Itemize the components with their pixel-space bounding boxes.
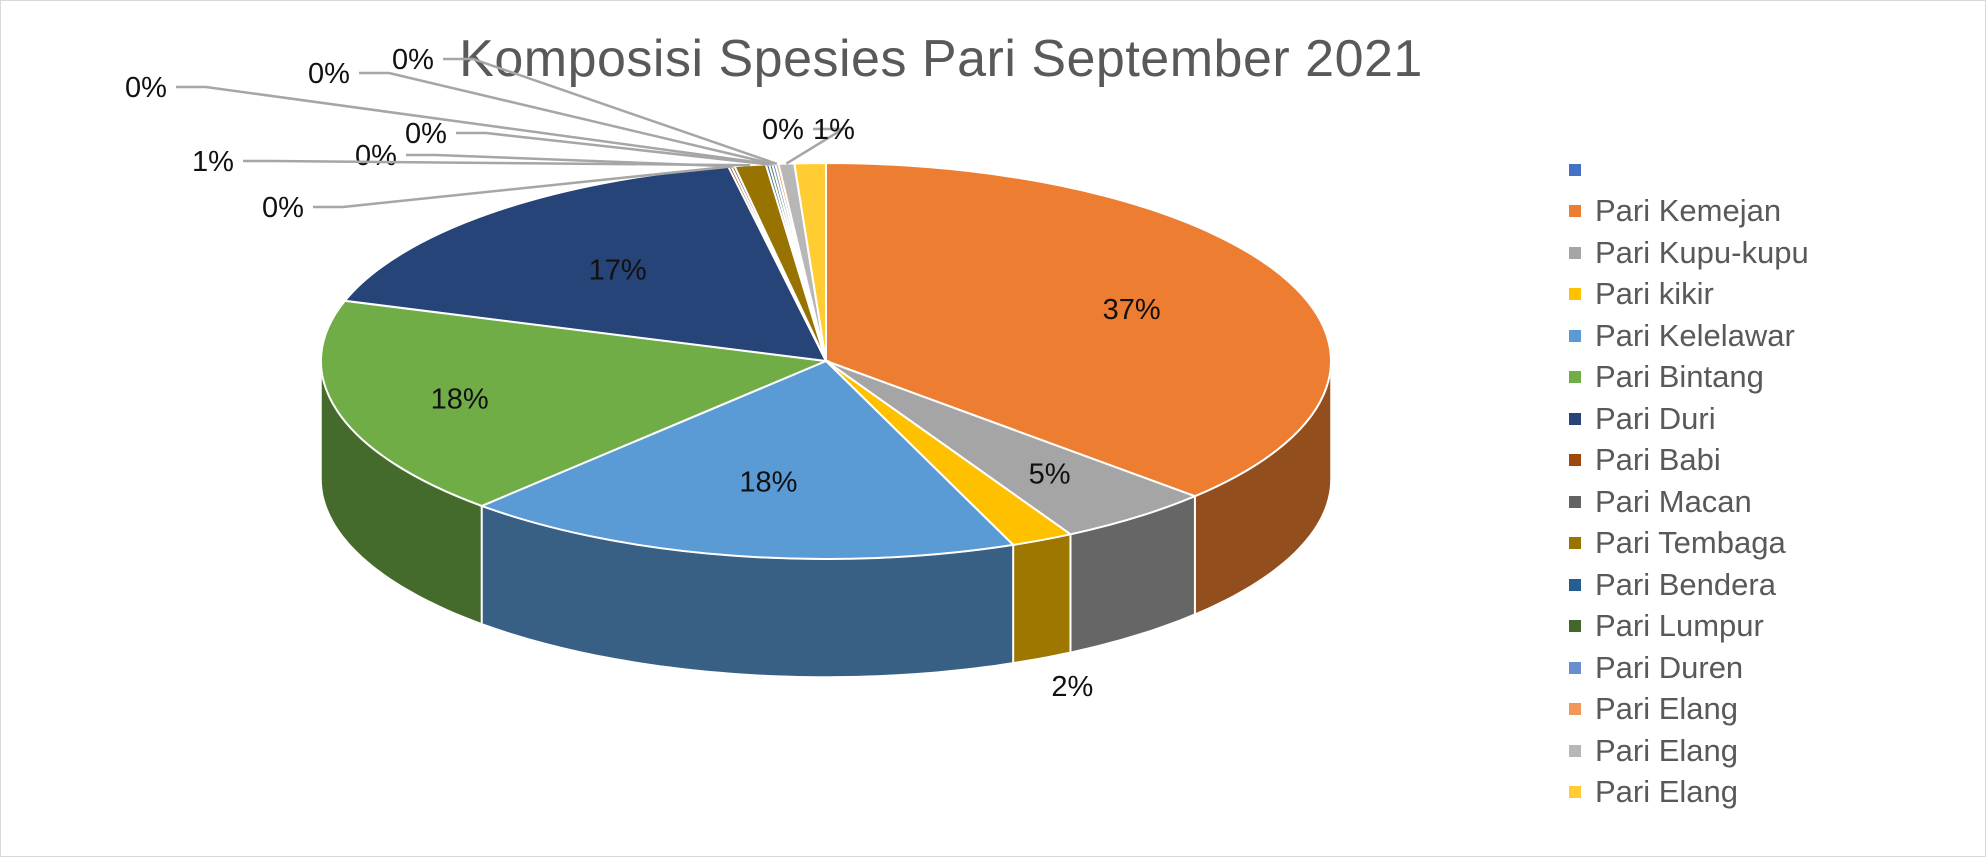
legend-label: Pari Duri	[1595, 400, 1716, 436]
legend-label: Pari Macan	[1595, 483, 1752, 519]
legend-item-pari-kelelawar: Pari Kelelawar	[1569, 315, 1969, 357]
pie-slice-pari-bintang	[320, 299, 830, 507]
legend-item-pari-tembaga: Pari Tembaga	[1569, 523, 1969, 565]
data-label-pari-babi: 0%	[262, 192, 304, 224]
legend-item-pari-kupu-kupu: Pari Kupu-kupu	[1569, 232, 1969, 274]
chart-title: Komposisi Spesies Pari September 2021	[459, 30, 1423, 88]
legend-item-pari-kikir: Pari kikir	[1569, 274, 1969, 316]
legend-swatch	[1569, 703, 1581, 716]
legend-item-pari-elang: Pari Elang	[1569, 730, 1969, 772]
legend-label: Pari Bintang	[1595, 359, 1764, 395]
legend-swatch	[1569, 371, 1581, 384]
chart-legend: Pari Kemejan Pari Kupu-kupu Pari kikir Pari…	[1569, 149, 1969, 813]
data-label-pari-tembaga: 1%	[192, 146, 234, 178]
legend-swatch	[1569, 454, 1581, 467]
data-label-pari-elang: 0%	[392, 44, 434, 76]
legend-item-pari-elang: Pari Elang	[1569, 689, 1969, 731]
pie-slice-pari-kupu-kupu	[825, 360, 1198, 536]
legend-swatch	[1569, 329, 1581, 342]
legend-swatch	[1569, 288, 1581, 301]
legend-label: Pari Lumpur	[1595, 608, 1764, 644]
legend-label: Pari Kupu-kupu	[1595, 234, 1809, 270]
legend-label: Pari Bendera	[1595, 566, 1776, 602]
legend-item-pari-babi: Pari Babi	[1569, 440, 1969, 482]
leader-line-pari-lumpur	[176, 85, 771, 166]
pie-slice-pari-elang	[793, 161, 827, 362]
legend-label: Pari Babi	[1595, 442, 1721, 478]
data-label-pari-kemejan: 37%	[1103, 294, 1161, 326]
legend-item-pari-bendera: Pari Bendera	[1569, 564, 1969, 606]
legend-label: Pari Elang	[1595, 774, 1739, 810]
legend-item-pari-bintang: Pari Bintang	[1569, 357, 1969, 399]
legend-swatch	[1569, 163, 1581, 176]
leader-line-pari-macan	[406, 153, 734, 168]
data-label-pari-elang: 1%	[813, 114, 855, 146]
legend-item-pari-kemejan: Pari Kemejan	[1569, 191, 1969, 233]
legend-item-pari-elang: Pari Elang	[1569, 772, 1969, 814]
legend-item-pari-duren: Pari Duren	[1569, 647, 1969, 689]
data-label-pari-kupu-kupu: 5%	[1029, 458, 1071, 490]
legend-item-unnamed	[1569, 149, 1969, 191]
legend-label: Pari kikir	[1595, 276, 1714, 312]
legend-swatch	[1569, 537, 1581, 550]
legend-swatch	[1569, 578, 1581, 591]
legend-label: Pari Elang	[1595, 732, 1739, 768]
legend-swatch	[1569, 744, 1581, 757]
data-label-pari-duri: 17%	[589, 254, 647, 286]
legend-label: Pari Elang	[1595, 691, 1739, 727]
data-label-pari-bintang: 18%	[431, 384, 489, 416]
legend-swatch	[1569, 495, 1581, 508]
data-label-pari-bendera: 0%	[405, 118, 447, 150]
legend-swatch	[1569, 786, 1581, 799]
legend-label: Pari Kemejan	[1595, 193, 1782, 229]
pie-top	[320, 161, 1332, 560]
leader-line-pari-babi	[313, 165, 731, 209]
data-label-pari-elang: 0%	[762, 114, 804, 146]
leader-line-pari-elang	[443, 57, 778, 166]
legend-item-pari-macan: Pari Macan	[1569, 481, 1969, 523]
legend-label: Pari Duren	[1595, 649, 1744, 685]
legend-item-pari-duri: Pari Duri	[1569, 398, 1969, 440]
leader-line-pari-elang	[785, 127, 848, 165]
legend-swatch	[1569, 412, 1581, 425]
legend-item-pari-lumpur: Pari Lumpur	[1569, 606, 1969, 648]
data-label-pari-kelelawar: 18%	[739, 467, 797, 499]
pie-slice-pari-kemejan	[825, 161, 1332, 498]
legend-label: Pari Tembaga	[1595, 525, 1786, 561]
legend-swatch	[1569, 246, 1581, 259]
data-label-pari-kikir: 2%	[1051, 671, 1093, 703]
leader-line-pari-tembaga	[243, 159, 751, 167]
data-label-pari-duren: 0%	[308, 58, 350, 90]
data-labels: 37%5%2%18%18%17%0%0%1%0%0% 0% 0%0% 1%	[125, 44, 1161, 703]
data-label-pari-lumpur: 0%	[125, 72, 167, 104]
legend-swatch	[1569, 620, 1581, 633]
legend-swatch	[1569, 661, 1581, 674]
pie-slice-pari-kelelawar	[478, 359, 1016, 560]
pie-side-walls	[320, 360, 1332, 678]
legend-label: Pari Kelelawar	[1595, 317, 1795, 353]
data-label-pari-macan: 0%	[355, 140, 397, 172]
pie-wall-pari-kikir	[1012, 533, 1072, 664]
leader-line-pari-duren	[359, 71, 775, 166]
leader-line-pari-bendera	[456, 131, 768, 166]
legend-swatch	[1569, 205, 1581, 218]
